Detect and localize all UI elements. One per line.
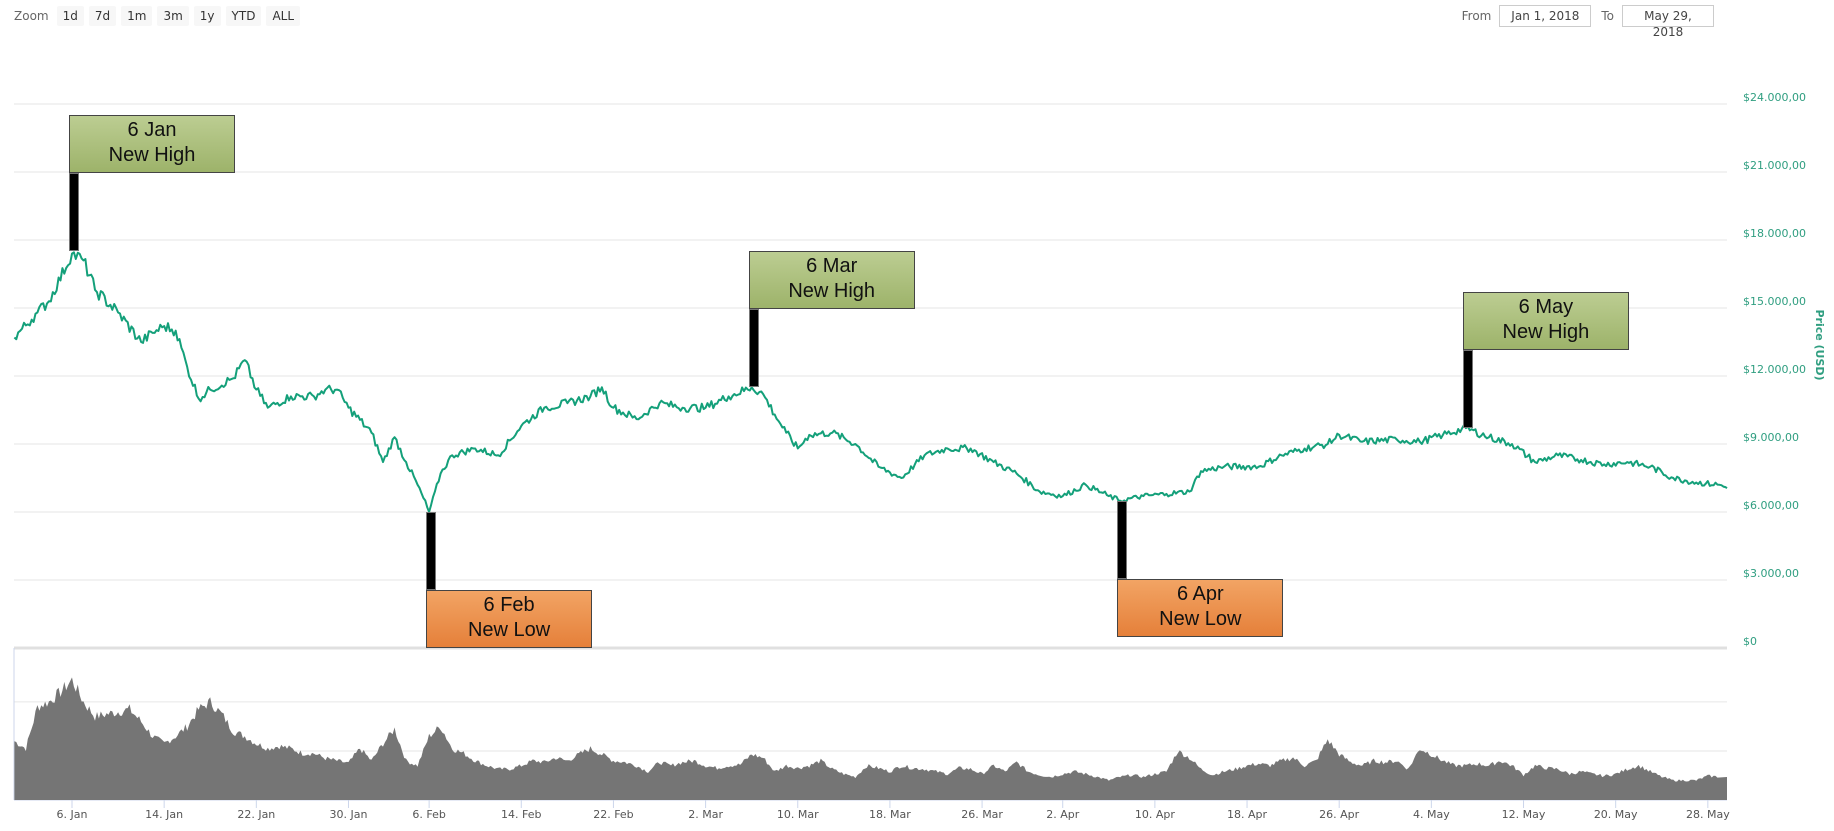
- y-axis-title: Price (USD): [1813, 309, 1826, 380]
- x-tick-label: 28. May: [1686, 808, 1730, 821]
- annotation-low-1: 6 Feb New Low: [426, 590, 593, 648]
- zoom-1m-button[interactable]: 1m: [121, 6, 153, 26]
- annotation-text: New High: [108, 144, 196, 167]
- zoom-ytd-button[interactable]: YTD: [225, 6, 262, 26]
- y-tick-label: $3.000,00: [1743, 567, 1799, 580]
- y-tick-label: $24.000,00: [1743, 91, 1806, 104]
- zoom-1y-button[interactable]: 1y: [193, 6, 221, 26]
- y-tick-label: $9.000,00: [1743, 431, 1799, 444]
- y-tick-label: $21.000,00: [1743, 159, 1806, 172]
- annotation-connector: [1117, 500, 1128, 579]
- from-label: From: [1461, 9, 1492, 23]
- x-tick-label: 2. Apr: [1046, 808, 1079, 821]
- to-date-input[interactable]: May 29, 2018: [1622, 5, 1714, 39]
- to-label: To: [1601, 9, 1614, 23]
- zoom-1d-button[interactable]: 1d: [56, 6, 84, 26]
- annotation-text: 6 Mar: [806, 255, 858, 278]
- x-axis: 6. Jan 14. Jan 22. Jan 30. Jan 6. Feb 14. Feb…: [57, 800, 1730, 821]
- x-tick-label: 26. Mar: [961, 808, 1003, 821]
- annotation-low-3: 6 Apr New Low: [1117, 578, 1284, 637]
- x-tick-label: 20. May: [1594, 808, 1638, 821]
- annotation-high-4: 6 May New High: [1462, 292, 1629, 351]
- annotation-text: 6 May: [1518, 296, 1574, 319]
- price-line: [13, 251, 1728, 513]
- volume-chart: [14, 677, 1727, 800]
- x-tick-label: 10. Apr: [1135, 808, 1175, 821]
- volume-area: [14, 677, 1727, 800]
- y-tick-label: $15.000,00: [1743, 295, 1806, 308]
- x-tick-label: 26. Apr: [1319, 808, 1359, 821]
- annotation-connector: [426, 512, 437, 590]
- annotation-text: 6 Apr: [1176, 582, 1224, 605]
- x-tick-label: 12. May: [1502, 808, 1546, 821]
- x-tick-label: 4. May: [1413, 808, 1450, 821]
- date-range-selector: From Jan 1, 2018 To May 29, 2018: [1461, 4, 1724, 39]
- price-series: [13, 251, 1728, 513]
- annotation-text: New Low: [1159, 607, 1242, 630]
- y-tick-label: $18.000,00: [1743, 227, 1806, 240]
- annotation-high-0: 6 Jan New High: [69, 115, 235, 174]
- y-tick-label: $12.000,00: [1743, 363, 1806, 376]
- x-tick-label: 2. Mar: [688, 808, 723, 821]
- zoom-all-button[interactable]: ALL: [266, 6, 301, 26]
- annotation-text: New Low: [467, 619, 551, 641]
- annotation-text: New High: [1502, 321, 1590, 344]
- annotation-text: 6 Feb: [483, 594, 535, 616]
- y-axis: $0 $3.000,00 $6.000,00 $9.000,00 $12.000,00 $…: [1743, 91, 1806, 648]
- grid-lines: [13, 103, 1727, 801]
- x-tick-label: 18. Apr: [1227, 808, 1267, 821]
- x-tick-label: 14. Jan: [145, 808, 183, 821]
- annotation-connector: [748, 309, 759, 388]
- annotation-high-2: 6 Mar New High: [748, 251, 915, 310]
- zoom-7d-button[interactable]: 7d: [88, 6, 117, 26]
- annotation-text: New High: [788, 280, 876, 303]
- x-tick-label: 14. Feb: [501, 808, 541, 821]
- x-tick-label: 18. Mar: [869, 808, 911, 821]
- x-tick-label: 6. Jan: [57, 808, 88, 821]
- y-tick-label: $0: [1743, 635, 1757, 648]
- x-tick-label: 30. Jan: [330, 808, 368, 821]
- y-tick-label: $6.000,00: [1743, 499, 1799, 512]
- x-tick-label: 22. Feb: [593, 808, 633, 821]
- annotation-connector: [1462, 350, 1473, 429]
- annotation-connector: [69, 173, 79, 252]
- zoom-3m-button[interactable]: 3m: [157, 6, 189, 26]
- from-date-input[interactable]: Jan 1, 2018: [1499, 5, 1592, 27]
- x-tick-label: 10. Mar: [777, 808, 819, 821]
- annotation-text: 6 Jan: [127, 119, 177, 142]
- zoom-toolbar: Zoom 1d 7d 1m 3m 1y YTD ALL: [14, 4, 305, 28]
- x-tick-label: 6. Feb: [412, 808, 445, 821]
- zoom-label: Zoom: [14, 9, 49, 23]
- x-tick-label: 22. Jan: [237, 808, 275, 821]
